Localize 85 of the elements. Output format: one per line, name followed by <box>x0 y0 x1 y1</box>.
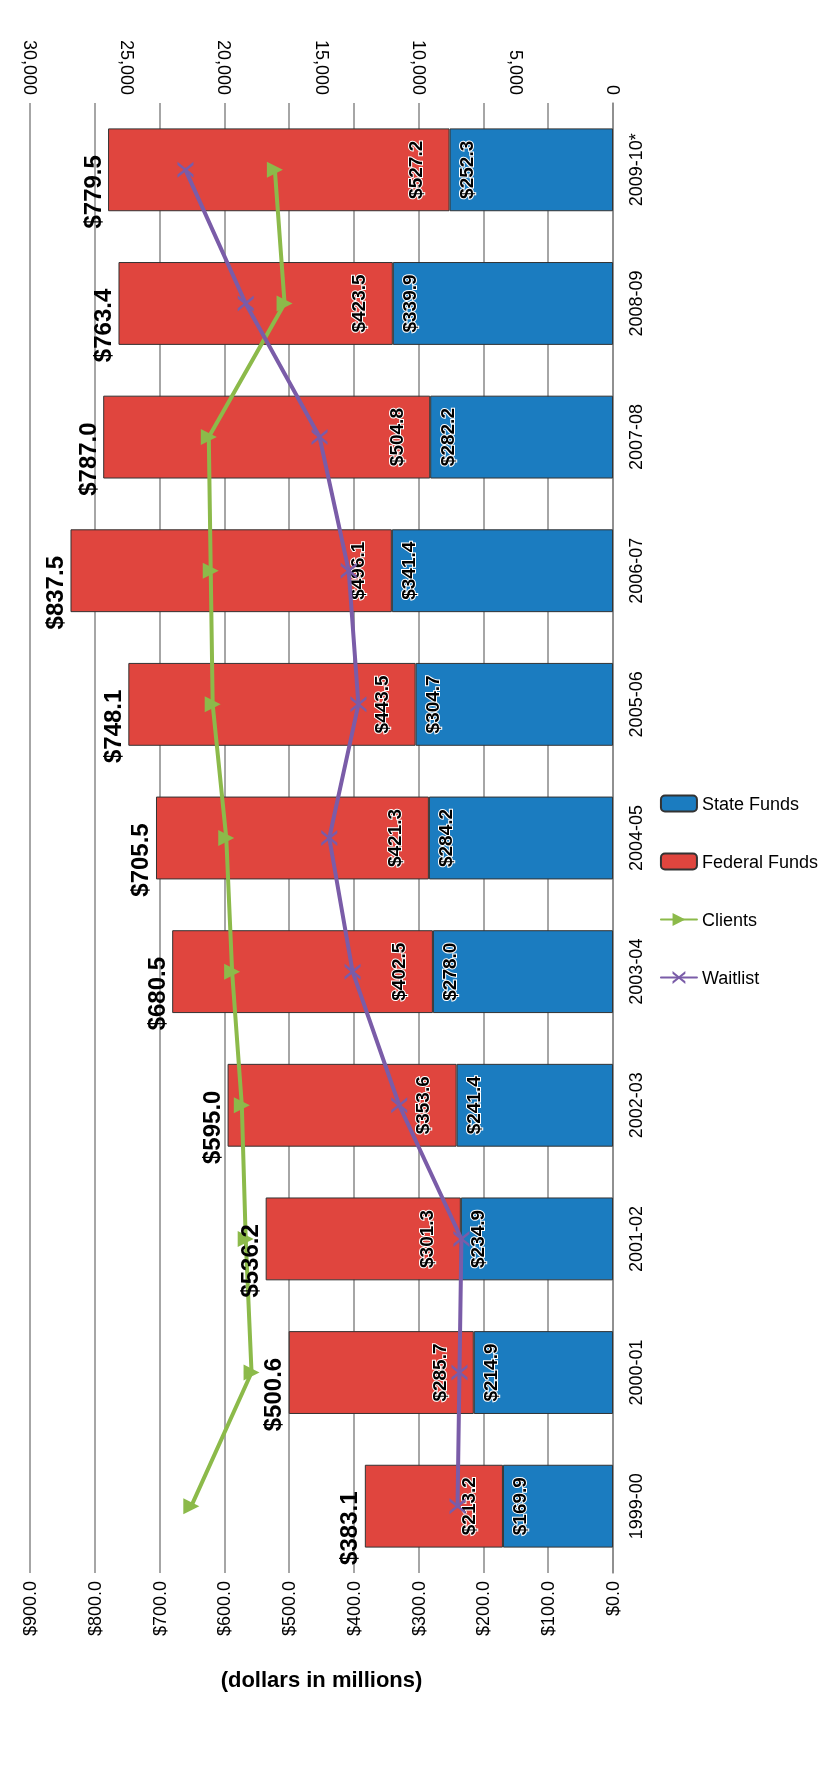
y-tick-label: 2008-09 <box>626 270 646 337</box>
x-tick-label: $500.0 <box>279 1581 300 1637</box>
point <box>224 963 241 980</box>
x2-tick-label: 10,000 <box>408 39 429 95</box>
data-label: $214.9 <box>480 1343 502 1402</box>
point <box>350 696 367 713</box>
x2-tick-label: 15,000 <box>311 39 332 95</box>
point <box>183 1498 200 1515</box>
y-tick-label: 2006-07 <box>626 537 646 604</box>
point <box>266 161 283 178</box>
y-tick-label: 2003-04 <box>626 938 646 1005</box>
data-label: $278.0 <box>439 942 461 1001</box>
point <box>218 830 235 846</box>
data-label: $421.3 <box>384 808 406 868</box>
point <box>311 429 328 446</box>
total-label: $763.4 <box>88 288 116 363</box>
data-label: $301.3 <box>416 1209 438 1268</box>
legend-label: Federal Funds <box>701 851 818 872</box>
data-label: $423.5 <box>348 273 370 333</box>
x-axis-title: (dollars in millions) <box>220 1666 423 1692</box>
point <box>321 830 338 846</box>
point <box>243 1364 260 1381</box>
y-tick-label: 2004-05 <box>626 804 646 872</box>
x-tick-label: $400.0 <box>343 1581 364 1637</box>
total-label: $383.1 <box>335 1491 363 1565</box>
y-tick-label: 2001-02 <box>626 1205 646 1272</box>
x2-tick-label: 5,000 <box>505 49 526 95</box>
point <box>237 295 254 312</box>
total-label: $705.5 <box>126 823 154 897</box>
y-tick-label: 2002-03 <box>626 1072 646 1139</box>
data-label: $443.5 <box>371 674 393 734</box>
point <box>177 161 194 178</box>
total-label: $779.5 <box>78 155 106 229</box>
data-label: $496.1 <box>347 541 369 600</box>
data-label: $213.2 <box>458 1477 480 1536</box>
x-tick-label: $700.0 <box>149 1581 170 1637</box>
x-tick-label: $600.0 <box>214 1581 235 1637</box>
point <box>276 295 293 312</box>
y-tick-label: 2000-01 <box>626 1339 646 1406</box>
point <box>344 963 361 980</box>
x2-tick-label: 30,000 <box>20 39 40 95</box>
total-label: $837.5 <box>40 556 68 630</box>
point <box>202 562 219 579</box>
point <box>391 1097 408 1114</box>
x-tick-label: $100.0 <box>538 1581 559 1637</box>
data-label: $169.9 <box>509 1477 531 1536</box>
data-label: $234.9 <box>467 1209 489 1268</box>
y-tick-label: 1999-00 <box>626 1473 646 1540</box>
total-label: $536.2 <box>236 1224 264 1298</box>
data-label: $284.2 <box>435 808 457 868</box>
x-tick-label: $900.0 <box>20 1581 40 1637</box>
data-label: $285.7 <box>429 1343 451 1402</box>
data-label: $252.3 <box>456 140 478 199</box>
data-label: $353.6 <box>412 1076 434 1135</box>
total-label: $500.6 <box>259 1357 287 1432</box>
legend-label: Clients <box>701 909 757 930</box>
x-tick-label: $800.0 <box>84 1581 105 1637</box>
data-label: $341.4 <box>398 541 420 600</box>
total-label: $787.0 <box>73 422 101 496</box>
total-label: $680.5 <box>142 956 170 1031</box>
x2-tick-label: 20,000 <box>214 39 235 95</box>
data-label: $282.2 <box>436 408 458 467</box>
legend-label: Waitlist <box>701 967 760 988</box>
y-tick-label: 2007-08 <box>626 404 646 471</box>
data-label: $504.8 <box>385 408 407 467</box>
data-label: $304.7 <box>422 675 444 734</box>
x-tick-label: $200.0 <box>473 1581 494 1637</box>
legend-label: State Funds <box>701 793 799 814</box>
data-label: $527.2 <box>405 140 427 199</box>
data-label: $339.9 <box>399 274 421 333</box>
data-label: $241.4 <box>463 1075 485 1135</box>
point <box>451 1364 468 1381</box>
point <box>204 696 221 713</box>
y-tick-label: 2009-10* <box>626 133 646 207</box>
point <box>453 1230 470 1247</box>
point <box>233 1097 250 1114</box>
total-label: $595.0 <box>198 1090 226 1164</box>
data-label: $402.5 <box>388 942 410 1001</box>
x2-tick-label: 25,000 <box>117 39 138 95</box>
y-tick-label: 2005-06 <box>626 671 646 738</box>
total-label: $748.1 <box>98 689 126 764</box>
x2-tick-label: 0 <box>603 84 623 95</box>
x-tick-label: $0.0 <box>603 1581 623 1617</box>
x-tick-label: $300.0 <box>408 1581 429 1637</box>
point <box>200 429 217 446</box>
